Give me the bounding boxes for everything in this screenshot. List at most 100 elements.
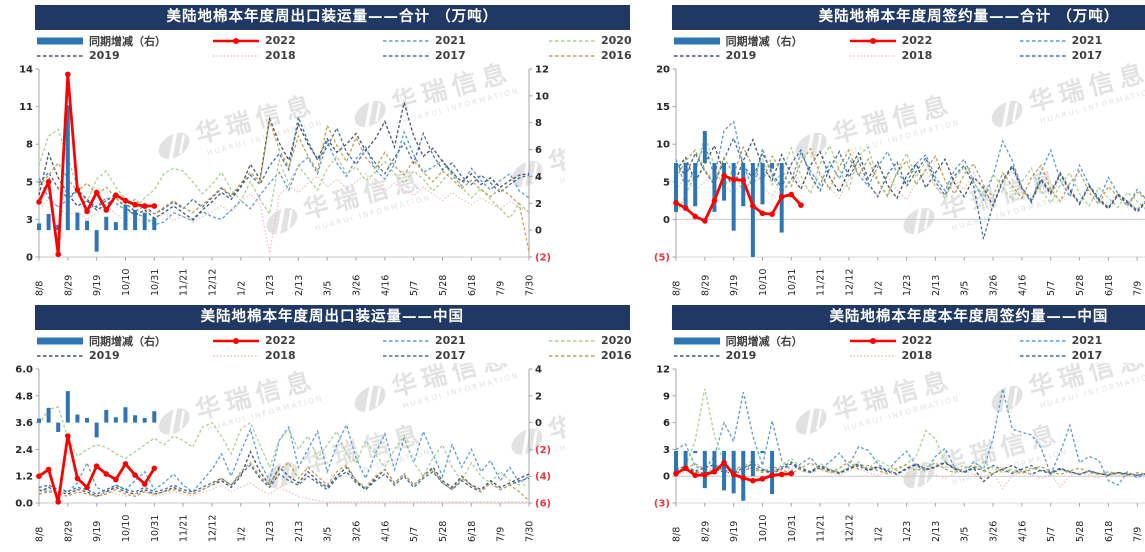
axis-tick-label: 14 <box>19 65 33 76</box>
series-line-y2017 <box>675 461 1145 476</box>
y2019-swatch-icon <box>673 354 720 357</box>
axis-tick-label: 11 <box>19 102 33 113</box>
x-axis-label: 7/9 <box>1132 527 1143 542</box>
chart-plot: 华瑞信息 HUARUI INFORMATION 华瑞信息 HUARUI INFORMA… <box>5 57 677 299</box>
axis-tick-label: 6 <box>535 145 542 156</box>
chart-plot: 华瑞信息 HUARUI INFORMATION 华瑞信息 HUARUI INFORMA… <box>5 342 677 545</box>
x-axis-label: 2/13 <box>294 521 305 542</box>
x-axis-label: 12/12 <box>207 269 218 296</box>
series-line-y2016 <box>675 145 1145 207</box>
x-axis-label: 1/23 <box>902 521 913 542</box>
x-axis-label: 3/5 <box>323 281 334 296</box>
x-axis-label: 8/8 <box>671 527 682 542</box>
series-line-y2021 <box>38 130 530 226</box>
series-marker-y2022 <box>720 172 727 179</box>
series-marker-y2022 <box>768 472 775 479</box>
x-axis-label: 10/10 <box>121 269 132 296</box>
axis-tick-label: 6 <box>663 418 670 429</box>
chart-panel-sales-total: 美陆地棉本年度周签约量——合计 （万吨） 同期增减（右）202220212020… <box>641 3 1145 299</box>
x-axis-label: 7/9 <box>496 527 507 542</box>
legend-label-y2022: 2022 <box>901 334 933 347</box>
series-marker-y2022 <box>55 251 62 258</box>
series-marker-y2022 <box>45 466 52 473</box>
legend-item-y2021: 2021 <box>383 33 549 48</box>
axis-tick-label: (5) <box>654 253 670 264</box>
series-marker-y2022 <box>788 470 794 477</box>
axis-tick-label: 0 <box>663 215 670 226</box>
series-marker-y2022 <box>711 197 717 204</box>
svg-text:华瑞信息: 华瑞信息 <box>545 117 565 177</box>
legend-item-y2020: 2020 <box>549 33 632 48</box>
x-axis-label: 1/2 <box>236 527 247 542</box>
x-axis-label: 2/13 <box>294 275 305 296</box>
series-marker-y2022 <box>84 208 90 215</box>
legend-item-y2022: 2022 <box>213 33 383 48</box>
axis-tick-label: 1.2 <box>15 472 33 483</box>
x-axis-label: 12/12 <box>844 515 855 542</box>
legend-item-y2018: 2018 <box>849 48 1020 63</box>
legend-label-y2022: 2022 <box>901 34 933 47</box>
legend-label-y2020: 2020 <box>601 34 632 47</box>
series-marker-y2022 <box>132 201 138 208</box>
x-axis-label: 10/31 <box>150 269 161 296</box>
x-axis-label: 11/21 <box>815 269 826 296</box>
series-line-y2016 <box>38 119 530 252</box>
axis-tick-label: (2) <box>535 445 551 456</box>
axis-tick-label: 4.8 <box>15 391 33 402</box>
legend-item-y2021: 2021 <box>383 333 549 348</box>
series-marker-y2022 <box>151 465 158 472</box>
series-marker-y2022 <box>749 477 756 484</box>
yoy-swatch-icon <box>673 337 720 344</box>
axis-tick-label: (2) <box>535 253 551 264</box>
legend-label-y2017: 2017 <box>435 349 466 362</box>
y2019-swatch-icon <box>673 54 720 57</box>
chart-panel-shipments-total: 美陆地棉本年度周出口装运量——合计 （万吨） 同期增减（右） 2022 2021 20… <box>5 3 677 299</box>
series-marker-y2022 <box>797 202 804 208</box>
x-axis-label: 5/28 <box>1075 521 1086 542</box>
legend-label-y2021: 2021 <box>435 34 466 47</box>
y2022-swatch-icon <box>213 37 259 44</box>
legend-label-y2018: 2018 <box>901 49 933 62</box>
x-axis-label: 12/12 <box>207 515 218 542</box>
series-marker-y2022 <box>778 471 785 478</box>
legend-item-y2021: 2021 <box>1019 333 1145 348</box>
x-axis-label: 11/21 <box>815 515 826 542</box>
legend-label-yoy: 同期增减（右） <box>725 34 803 48</box>
series-marker-y2022 <box>682 205 689 211</box>
y2018-swatch-icon <box>213 354 259 357</box>
x-axis-label: 10/31 <box>150 515 161 542</box>
legend-item-y2019: 2019 <box>673 48 850 63</box>
axis-tick-label: 15 <box>656 102 670 113</box>
y2018-swatch-icon <box>849 54 896 57</box>
axis-tick-label: 3 <box>26 215 33 226</box>
legend-item-y2016: 2016 <box>549 48 632 63</box>
series-marker-y2022 <box>740 177 746 184</box>
y2017-swatch-icon <box>383 354 429 357</box>
x-axis-label: 8/29 <box>63 521 74 542</box>
axis-tick-label: (4) <box>535 472 551 483</box>
x-axis-label: 10/31 <box>786 515 797 542</box>
legend-item-y2022: 2022 <box>849 333 1020 348</box>
y2017-swatch-icon <box>1019 354 1066 357</box>
legend-item-y2017: 2017 <box>383 348 549 363</box>
series-marker-y2022 <box>692 213 698 220</box>
series-marker-y2022 <box>730 471 737 478</box>
legend-item-y2018: 2018 <box>213 48 383 63</box>
legend-item-y2018: 2018 <box>849 348 1020 363</box>
x-axis-label: 8/8 <box>35 281 46 296</box>
y2021-swatch-icon <box>1019 39 1066 42</box>
x-axis-label: 5/28 <box>1075 275 1086 296</box>
axis-tick-label: 8 <box>535 118 542 129</box>
legend-label-y2016: 2016 <box>601 349 632 362</box>
axis-tick-label: 3 <box>663 445 670 456</box>
axis-tick-label: 2 <box>535 199 542 210</box>
legend-item-y2018: 2018 <box>213 348 383 363</box>
